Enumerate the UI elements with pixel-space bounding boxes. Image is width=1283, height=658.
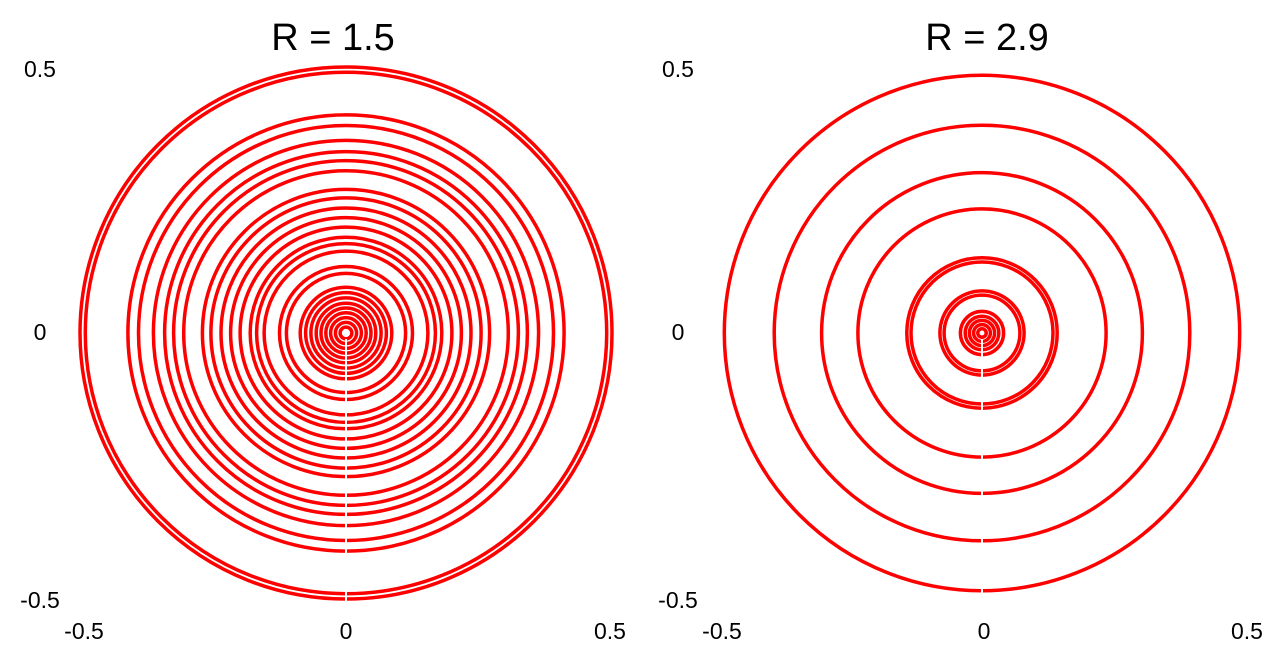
- y-tick-label-bottom: -0.5: [20, 587, 60, 613]
- ring-seam: [345, 339, 347, 601]
- y-tick-label-bottom: -0.5: [658, 587, 698, 613]
- x-tick-label-middle: 0: [978, 618, 991, 644]
- x-tick-label-middle: 0: [340, 618, 353, 644]
- y-tick-label-top: 0.5: [24, 56, 56, 82]
- ring-1: [976, 327, 988, 339]
- y-tick-label-top: 0.5: [662, 56, 694, 82]
- y-tick-label-middle: 0: [34, 319, 47, 345]
- chart-panel-r-1-5: R = 1.5 0.5 0 -0.5 -0.5 0 0.5: [20, 17, 626, 644]
- x-tick-label-right: 0.5: [1231, 618, 1263, 644]
- x-tick-label-left: -0.5: [64, 618, 104, 644]
- ring-series: [78, 65, 614, 601]
- chart-panel-r-2-9: R = 2.9 0.5 0 -0.5 -0.5 0 0.5: [658, 17, 1263, 644]
- chart-title: R = 1.5: [271, 17, 395, 59]
- ring-seam: [981, 339, 983, 593]
- y-tick-label-middle: 0: [672, 319, 685, 345]
- x-tick-label-left: -0.5: [702, 618, 742, 644]
- chart-title: R = 2.9: [925, 17, 1049, 59]
- ring-series: [722, 73, 1242, 593]
- x-tick-label-right: 0.5: [594, 618, 626, 644]
- ring-1: [338, 325, 354, 341]
